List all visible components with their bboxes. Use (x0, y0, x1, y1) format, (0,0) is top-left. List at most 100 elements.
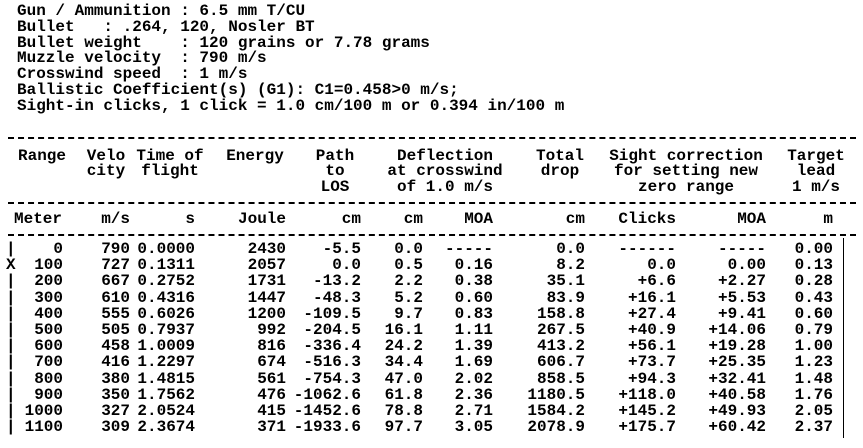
cell: 2.3674 (137, 418, 195, 437)
cell: 0.83 (454, 304, 493, 323)
column-unit: Clicks (618, 210, 676, 228)
cell: 267.5 (536, 321, 585, 339)
cell: +60.42 (708, 418, 766, 437)
cell: 1.7562 (137, 385, 195, 404)
column-unit: Meter (14, 210, 63, 228)
column-title: Time of (136, 147, 204, 165)
column-title: 1 m/s (791, 178, 840, 196)
cell: 1731 (247, 272, 286, 291)
cell: 0.79 (794, 321, 833, 339)
cell: +6.6 (637, 272, 676, 291)
column-title: to (325, 162, 345, 180)
cell: 158.8 (536, 304, 585, 323)
column-title: Range (17, 147, 66, 165)
cell: 34.4 (384, 353, 423, 372)
row-marker: | (6, 321, 16, 339)
cell: 2.37 (794, 418, 833, 437)
cell: 2.2 (394, 272, 423, 291)
cell: 0.28 (794, 272, 833, 291)
column-unit: MOA (737, 210, 766, 228)
cell: 992 (257, 321, 286, 339)
cell: 1.76 (794, 385, 833, 404)
column-title: zero range (637, 178, 734, 196)
cell: +40.9 (627, 321, 676, 339)
cell: +32.41 (708, 369, 766, 388)
cell: +27.4 (627, 304, 676, 323)
column-title: Velo (86, 147, 126, 165)
cell: -204.5 (303, 321, 361, 339)
row-marker: | (6, 272, 16, 291)
cell: 1.2297 (137, 353, 195, 372)
cell: +9.41 (717, 304, 766, 323)
cell: +25.35 (708, 353, 766, 372)
column-title: at crosswind (387, 162, 503, 180)
cell: 500 (34, 321, 63, 339)
cell: ------ (618, 240, 676, 258)
cell: 400 (34, 304, 63, 323)
cell: 0.0 (394, 240, 423, 258)
cell: 1180.5 (527, 385, 585, 404)
row-marker: X (6, 256, 16, 275)
cell: 416 (101, 353, 130, 372)
header-line: Bullet : .264, 120, Nosler BT (17, 17, 315, 36)
cell: 2.36 (454, 385, 493, 404)
cell: 1.23 (794, 353, 833, 372)
cell: 78.8 (384, 402, 423, 420)
header-line: Crosswind speed : 1 m/s (17, 65, 248, 84)
cell: 606.7 (536, 353, 585, 372)
separator (8, 234, 856, 236)
column-title: Path (315, 147, 355, 165)
cell: -516.3 (303, 353, 361, 372)
cell: 800 (34, 369, 63, 388)
cell: +5.53 (717, 288, 766, 307)
cell: 9.7 (394, 304, 423, 323)
cell: -13.2 (312, 272, 361, 291)
cell: 1000 (24, 402, 63, 420)
cell: +16.1 (627, 288, 676, 307)
row-marker: | (6, 337, 16, 356)
row-marker: | (6, 288, 16, 307)
column-title: Sight correction (609, 147, 763, 165)
cell: +94.3 (627, 369, 676, 388)
cell: 61.8 (384, 385, 423, 404)
row-marker: | (6, 402, 16, 420)
cell: -336.4 (303, 337, 361, 356)
cell: +40.58 (708, 385, 766, 404)
cell: 2078.9 (527, 418, 585, 437)
row-marker: | (6, 353, 16, 372)
cell: -754.3 (303, 369, 361, 388)
cell: 458 (101, 337, 130, 356)
column-title: LOS (320, 178, 350, 196)
cell: 2.0524 (137, 402, 195, 420)
cell: -1452.6 (293, 402, 361, 420)
cell: 380 (101, 369, 130, 388)
separator (8, 202, 856, 204)
cell: 0.4316 (137, 288, 195, 307)
column-unit: m/s (101, 210, 130, 228)
cell: 350 (101, 385, 130, 404)
cell: 0.0000 (137, 240, 195, 258)
cell: 727 (101, 256, 130, 275)
cell: 1100 (24, 418, 63, 437)
cell: 0.00 (727, 256, 766, 275)
cell: 100 (34, 256, 63, 275)
cell: ----- (444, 240, 493, 258)
column-title: Deflection (396, 147, 493, 165)
cell: 2.05 (794, 402, 833, 420)
column-unit: cm (341, 210, 361, 228)
column-unit: cm (403, 210, 423, 228)
cell: 0.60 (454, 288, 493, 307)
cell: 97.7 (384, 418, 423, 437)
cell: 0.1311 (137, 256, 195, 275)
header-line: Ballistic Coefficient(s) (G1): C1=0.458>… (17, 81, 459, 99)
cell: 327 (101, 402, 130, 420)
cell: 610 (101, 288, 130, 307)
cell: 1.00 (794, 337, 833, 356)
cell: 0.5 (394, 256, 423, 275)
column-title: drop (540, 162, 580, 180)
cell: 555 (101, 304, 130, 323)
cell: 1.48 (794, 369, 833, 388)
cell: -5.5 (322, 240, 361, 258)
header-line: Sight-in clicks, 1 click = 1.0 cm/100 m … (17, 96, 565, 115)
